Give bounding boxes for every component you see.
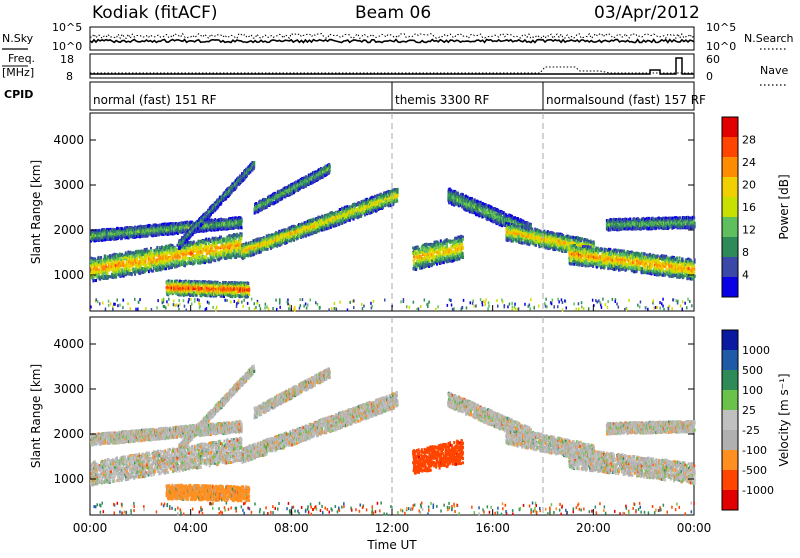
power-cell-0-287-2: [210, 258, 212, 261]
nsearch-trace: [90, 34, 694, 39]
power-cell-0-47-2: [110, 254, 112, 257]
power-cell-1-359-4: [241, 219, 243, 222]
power-cell-0-130-5: [145, 260, 147, 263]
power-cell-0-53-1: [112, 266, 114, 269]
freq-trace: [90, 58, 694, 74]
nave-label: Nave: [760, 64, 788, 77]
power-cell-0-148-3: [152, 270, 154, 273]
power-cell-3-61-1: [267, 248, 269, 251]
power-cell-0-174-0: [163, 251, 165, 254]
cpid-segment-0: normal (fast) 151 RF: [93, 93, 217, 107]
power-cell-0-12-1: [95, 279, 97, 282]
power-cell-3-37-3: [257, 239, 259, 242]
power-cell-0-41-1: [107, 256, 109, 259]
nsky-label: N.Sky: [2, 32, 34, 45]
power-cell-1-358-4: [240, 223, 242, 226]
power-cell-0-212-1: [179, 256, 181, 259]
cpid-label: CPID: [4, 88, 33, 101]
power-cell-0-97-1: [131, 273, 133, 276]
nsky-panel-frame: [90, 27, 694, 50]
freq-traces: [90, 58, 694, 74]
power-cell-0-264-4: [201, 244, 203, 247]
power-cell-0-156-2: [155, 258, 157, 261]
power-cell-0-359-4: [241, 234, 243, 237]
cpid-segment-2: normalsound (fast) 157 RF: [546, 93, 706, 107]
power-cell-0-339-5: [232, 246, 234, 249]
power-cell-2-116-1: [214, 285, 216, 288]
power-cell-3-15-1: [247, 254, 249, 257]
nsky-trace: [90, 40, 694, 43]
freq-tick-high: 18: [60, 53, 74, 66]
nave-trace: [90, 67, 694, 73]
power-cell-1-359-5: [241, 226, 243, 229]
power-cell-2-197-2: [248, 293, 250, 296]
power-cell-0-311-4: [220, 257, 222, 260]
power-cell-0-93-1: [129, 269, 131, 272]
nsearch-tick-low: 10^0: [706, 40, 736, 53]
power-cell-0-186-1: [168, 247, 170, 250]
power-cell-0-310-0: [220, 236, 222, 239]
power-cell-0-60-4: [115, 276, 117, 279]
nave-tick-high: 60: [706, 53, 720, 66]
power-cell-0-68-3: [119, 261, 121, 264]
power-cell-0-34-2: [104, 255, 106, 258]
power-cell-0-194-3: [171, 264, 173, 267]
power-cell-0-195-0: [172, 257, 174, 260]
power-cell-0-15-0: [96, 268, 98, 271]
nsky-tick-high: 10^5: [52, 21, 82, 34]
power-cell-0-158-4: [156, 246, 158, 249]
nsearch-tick-high: 10^5: [706, 21, 736, 34]
nsearch-label: N.Search: [744, 32, 794, 45]
power-cell-0-296-2: [214, 259, 216, 262]
nsky-traces: [90, 34, 694, 43]
date-title: 03/Apr/2012: [594, 3, 700, 23]
freq-tick-low: 8: [66, 70, 73, 83]
power-cell-0-42-0: [108, 275, 110, 278]
power-cell-3-171-0: [313, 218, 315, 221]
power-cell-2-197-4: [248, 288, 250, 291]
power-cell-2-179-2: [241, 281, 243, 284]
power-cell-0-305-2: [218, 246, 220, 249]
nsky-tick-low: 10^0: [52, 40, 82, 53]
cpid-segment-1: themis 3300 RF: [395, 93, 489, 107]
station-title: Kodiak (fitACF): [92, 3, 218, 23]
nave-tick-low: 0: [706, 70, 713, 83]
power-cell-0-181-4: [166, 265, 168, 268]
freq-label: Freq.: [8, 52, 35, 65]
freq-unit-label: [MHz]: [2, 66, 34, 79]
power-cell-1-125-4: [142, 235, 144, 238]
power-cell-2-195-1: [247, 282, 249, 285]
power-cell-3-109-4: [287, 240, 289, 243]
power-cell-0-162-3: [158, 255, 160, 258]
power-cell-0-281-1: [208, 247, 210, 250]
power-cell-3-29-1: [253, 253, 255, 256]
cpid-segments: normal (fast) 151 RF themis 3300 RF normal…: [93, 82, 706, 110]
beam-title: Beam 06: [355, 3, 431, 23]
